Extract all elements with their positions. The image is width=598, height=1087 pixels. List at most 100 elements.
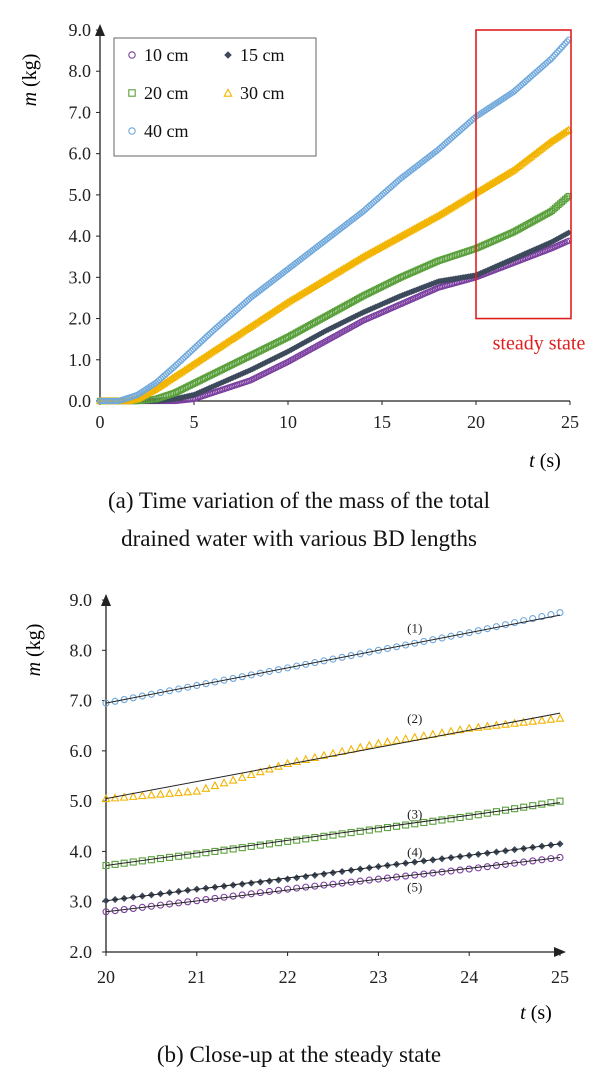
data-point <box>274 666 283 674</box>
legend-marker-icon <box>223 88 233 97</box>
data-point <box>510 718 520 727</box>
y-axis-label-unit: (kg) <box>19 54 41 92</box>
data-point <box>265 887 273 896</box>
y-tick-label: 2.0 <box>69 309 92 329</box>
data-point <box>237 772 247 781</box>
data-point <box>238 844 246 852</box>
data-point <box>356 827 364 835</box>
x-tick-label: 25 <box>551 967 569 987</box>
data-point <box>562 40 569 47</box>
data-point <box>138 692 146 700</box>
data-point <box>347 829 355 837</box>
y-tick-label: 8.0 <box>70 640 93 660</box>
data-point <box>255 767 265 776</box>
data-point <box>129 694 137 702</box>
data-point <box>284 885 292 893</box>
data-point <box>191 344 198 351</box>
data-point <box>401 734 411 743</box>
data-point <box>529 615 537 623</box>
data-point <box>519 717 529 726</box>
trend-line <box>105 614 561 704</box>
series-5 <box>102 853 564 916</box>
data-point <box>172 361 180 369</box>
data-point <box>545 209 552 217</box>
series-label: (1) <box>407 621 422 636</box>
data-point <box>338 653 346 661</box>
x-tick-label: 5 <box>190 412 199 432</box>
data-point <box>147 690 155 698</box>
x-tick-label: 22 <box>279 967 297 987</box>
data-point <box>293 836 301 844</box>
data-point <box>482 721 492 730</box>
data-point <box>229 674 237 682</box>
data-point <box>320 657 328 665</box>
data-point <box>411 820 419 828</box>
data-point <box>310 752 320 761</box>
data-point <box>183 352 190 359</box>
data-point <box>201 783 211 792</box>
data-point <box>302 835 310 843</box>
data-point <box>538 613 546 621</box>
x-tick-label: 0 <box>96 412 105 432</box>
data-point <box>355 742 365 751</box>
data-point <box>446 726 456 735</box>
series-10-cm <box>96 237 572 405</box>
data-point <box>206 330 214 337</box>
data-point <box>346 744 356 753</box>
legend-marker-icon <box>128 51 136 59</box>
series-label: (2) <box>407 711 422 726</box>
data-point <box>528 716 538 725</box>
data-point <box>211 678 219 686</box>
legend-marker-icon <box>128 127 136 135</box>
data-point <box>556 609 564 617</box>
data-point <box>456 813 464 822</box>
data-point <box>220 676 228 684</box>
data-point <box>228 775 238 784</box>
data-point <box>501 621 510 629</box>
data-point <box>320 832 328 840</box>
x-tick-label: 20 <box>97 967 115 987</box>
x-tick-label: 20 <box>467 412 485 432</box>
data-point <box>511 619 519 627</box>
data-point <box>402 821 410 829</box>
data-point <box>302 873 310 881</box>
data-point <box>219 778 229 787</box>
data-point <box>274 839 283 847</box>
y-tick-label: 4.0 <box>69 226 92 246</box>
series-30-cm <box>95 125 573 405</box>
data-point <box>556 797 564 805</box>
data-point <box>429 817 437 825</box>
data-point <box>364 740 374 749</box>
data-point <box>365 648 373 656</box>
data-point <box>365 826 373 834</box>
y-tick-label: 7.0 <box>69 102 92 122</box>
panel-b-chart: 2.0 3.0 4.0 5.0 6.0 7.0 8.0 9.0 20 21 22 23 24 25 m (k… <box>23 590 569 1024</box>
data-point <box>111 697 119 705</box>
y-tick-label: 2.0 <box>70 942 93 962</box>
data-point <box>548 55 555 62</box>
data-point <box>319 750 329 759</box>
series-20-cm <box>96 192 572 405</box>
data-point <box>203 333 210 340</box>
x-tick-label: 25 <box>561 412 579 432</box>
data-point <box>247 842 255 850</box>
data-point <box>193 681 201 690</box>
data-point <box>210 780 220 790</box>
y-tick-label: 6.0 <box>70 741 93 761</box>
data-point <box>256 841 264 849</box>
data-point <box>193 343 200 350</box>
y-tick-label: 3.0 <box>69 267 92 287</box>
data-point <box>128 791 138 800</box>
data-point <box>311 659 319 667</box>
x-axis-label-var: t <box>520 1002 526 1024</box>
y-axis-label: m (kg) <box>23 624 45 677</box>
x-tick-label: 24 <box>460 967 478 987</box>
data-point <box>205 331 212 339</box>
data-point <box>558 43 566 51</box>
legend-label: 40 cm <box>144 121 189 141</box>
x-tick-label: 23 <box>369 967 387 987</box>
data-point <box>546 714 556 723</box>
y-axis-label-unit: (kg) <box>23 624 45 662</box>
data-point <box>301 754 311 763</box>
data-point <box>119 792 129 801</box>
